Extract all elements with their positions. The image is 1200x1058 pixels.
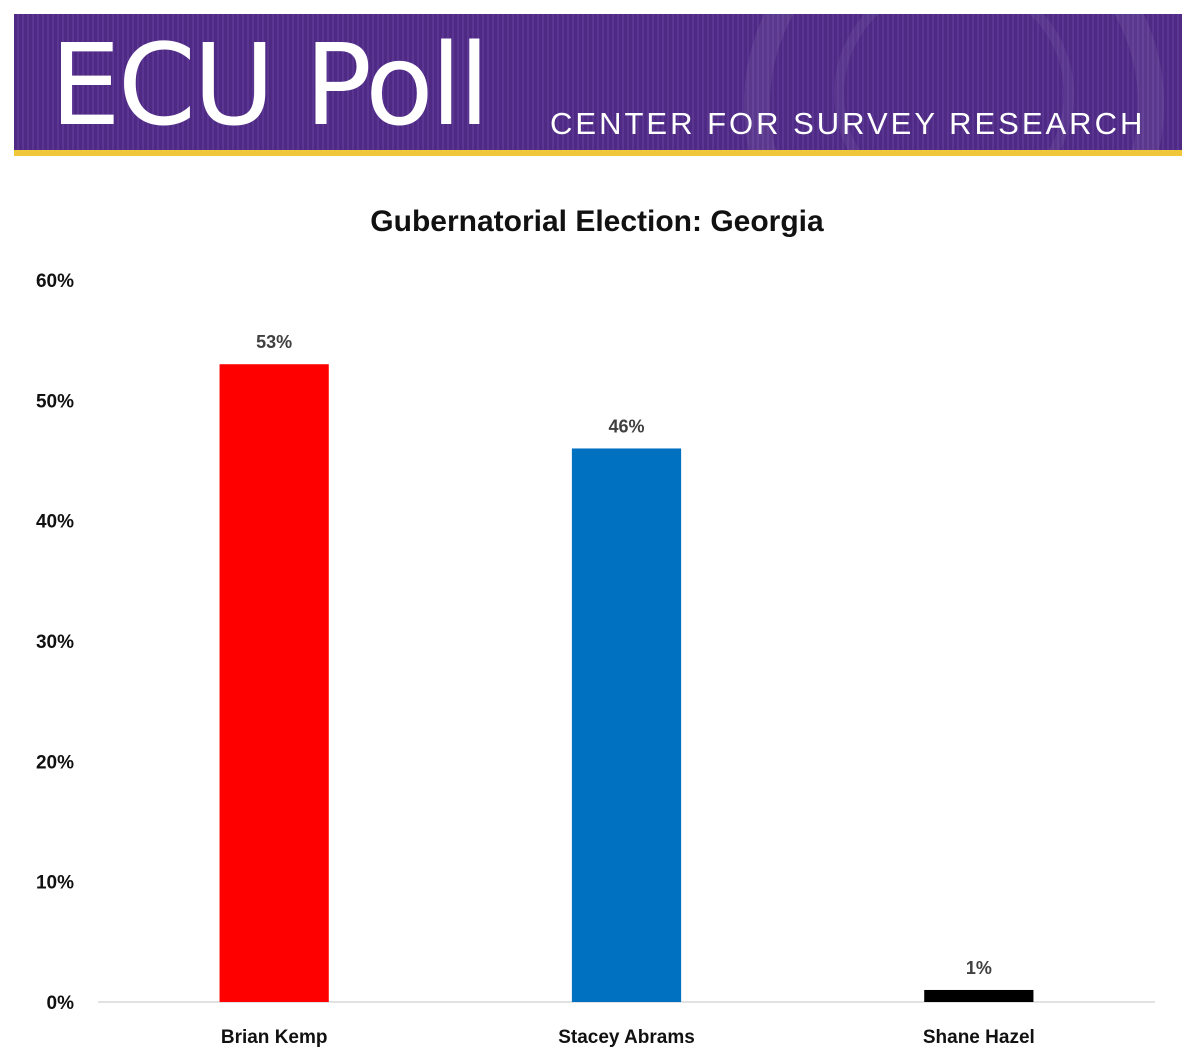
university-seal-inner-ring (834, 14, 1074, 152)
y-tick-label: 10% (36, 873, 74, 894)
banner-subtitle: CENTER FOR SURVEY RESEARCH (550, 106, 1146, 141)
data-label: 46% (608, 416, 644, 436)
data-label: 1% (966, 958, 992, 978)
y-tick-label: 20% (36, 752, 74, 773)
category-label: Shane Hazel (923, 1027, 1035, 1048)
ecu-poll-banner: ECU Poll CENTER FOR SURVEY RESEARCH (14, 14, 1182, 152)
y-tick-label: 30% (36, 632, 74, 653)
data-label: 53% (256, 332, 292, 352)
banner-gold-stripe (14, 150, 1182, 156)
category-label: Brian Kemp (221, 1027, 328, 1048)
y-tick-label: 0% (47, 993, 75, 1014)
bar-1 (219, 364, 329, 1002)
y-tick-label: 40% (36, 512, 74, 533)
y-tick-label: 50% (36, 391, 74, 412)
category-label: Stacey Abrams (558, 1027, 695, 1048)
y-tick-label: 60% (36, 271, 74, 292)
chart-title: Gubernatorial Election: Georgia (370, 205, 824, 238)
ecu-poll-logo: ECU Poll (50, 21, 490, 151)
bar-3 (924, 989, 1034, 1002)
bar-2 (571, 448, 682, 1002)
